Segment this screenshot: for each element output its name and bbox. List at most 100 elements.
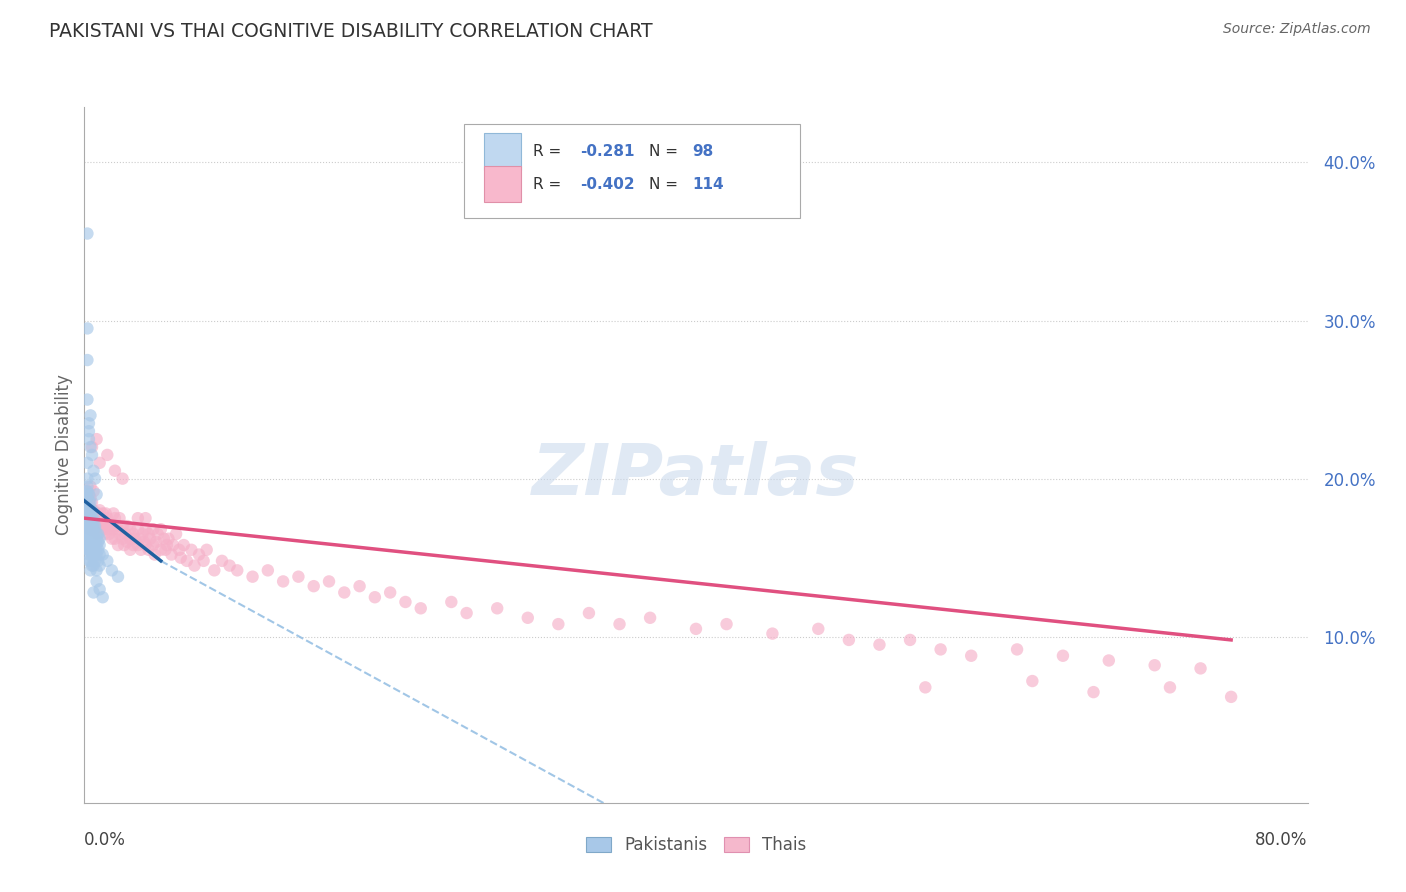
Text: PAKISTANI VS THAI COGNITIVE DISABILITY CORRELATION CHART: PAKISTANI VS THAI COGNITIVE DISABILITY C… [49, 22, 652, 41]
Point [80, 548, 103, 562]
Point [77, 487, 100, 501]
Point [75, 519, 97, 533]
Point [76, 456, 98, 470]
Point [77, 487, 100, 501]
Point [160, 548, 183, 562]
Point [84, 472, 107, 486]
Point [79, 479, 101, 493]
Point [77, 507, 100, 521]
Text: 114: 114 [692, 177, 724, 192]
Point [97, 516, 120, 530]
Text: ZIPatlas: ZIPatlas [533, 442, 859, 510]
Point [685, 622, 707, 636]
Point [302, 579, 325, 593]
Point [609, 617, 631, 632]
Point [226, 563, 249, 577]
Point [80, 440, 103, 454]
Point [87, 527, 110, 541]
Point [101, 532, 124, 546]
Point [1083, 685, 1105, 699]
Point [75, 522, 97, 536]
Point [80, 516, 103, 530]
Point [869, 638, 891, 652]
Legend: Pakistanis, Thais: Pakistanis, Thais [579, 830, 813, 861]
Point [87, 554, 110, 568]
Point [716, 617, 738, 632]
Point [79, 538, 101, 552]
Point [440, 595, 463, 609]
Point [84, 522, 107, 536]
Point [84, 519, 107, 533]
Point [89, 522, 111, 536]
Point [1052, 648, 1074, 663]
Point [914, 681, 936, 695]
Point [80, 527, 103, 541]
Point [76, 491, 98, 505]
Point [318, 574, 340, 589]
Point [77, 424, 100, 438]
Point [115, 519, 138, 533]
Point [76, 527, 98, 541]
Point [87, 534, 110, 549]
Point [364, 591, 387, 605]
Point [86, 511, 108, 525]
Point [83, 548, 105, 562]
Point [76, 227, 98, 241]
Point [218, 558, 240, 573]
Point [114, 527, 136, 541]
Point [76, 479, 98, 493]
Point [165, 527, 187, 541]
Point [111, 532, 134, 546]
Point [79, 516, 101, 530]
Point [76, 503, 98, 517]
Point [76, 511, 98, 525]
Point [77, 507, 100, 521]
Point [76, 516, 98, 530]
Point [83, 484, 105, 499]
Point [84, 527, 107, 541]
Point [83, 503, 105, 517]
Point [111, 472, 134, 486]
Point [75, 495, 97, 509]
Point [333, 585, 356, 599]
Point [76, 538, 98, 552]
Point [75, 516, 97, 530]
Point [77, 432, 100, 446]
Point [838, 632, 860, 647]
Point [79, 495, 101, 509]
Point [83, 522, 105, 536]
Point [183, 558, 205, 573]
Point [155, 542, 177, 557]
Point [898, 632, 921, 647]
Point [89, 532, 111, 546]
Point [149, 542, 172, 557]
Point [87, 527, 110, 541]
Point [76, 542, 98, 557]
Point [80, 522, 103, 536]
Point [79, 440, 101, 454]
Point [1098, 653, 1121, 667]
Point [131, 527, 153, 541]
Point [960, 648, 983, 663]
Y-axis label: Cognitive Disability: Cognitive Disability [55, 375, 73, 535]
Point [79, 511, 101, 525]
Point [79, 532, 101, 546]
Point [75, 500, 97, 514]
Point [79, 542, 101, 557]
Point [80, 507, 103, 521]
Point [84, 516, 107, 530]
Point [86, 532, 108, 546]
Point [1189, 661, 1212, 675]
Point [79, 409, 101, 423]
Point [84, 554, 107, 568]
Point [77, 527, 100, 541]
Point [409, 601, 432, 615]
Point [188, 548, 211, 562]
Point [83, 516, 105, 530]
Point [83, 558, 105, 573]
Point [761, 626, 783, 640]
Point [578, 606, 600, 620]
Point [76, 472, 98, 486]
Point [94, 519, 117, 533]
Point [77, 554, 100, 568]
